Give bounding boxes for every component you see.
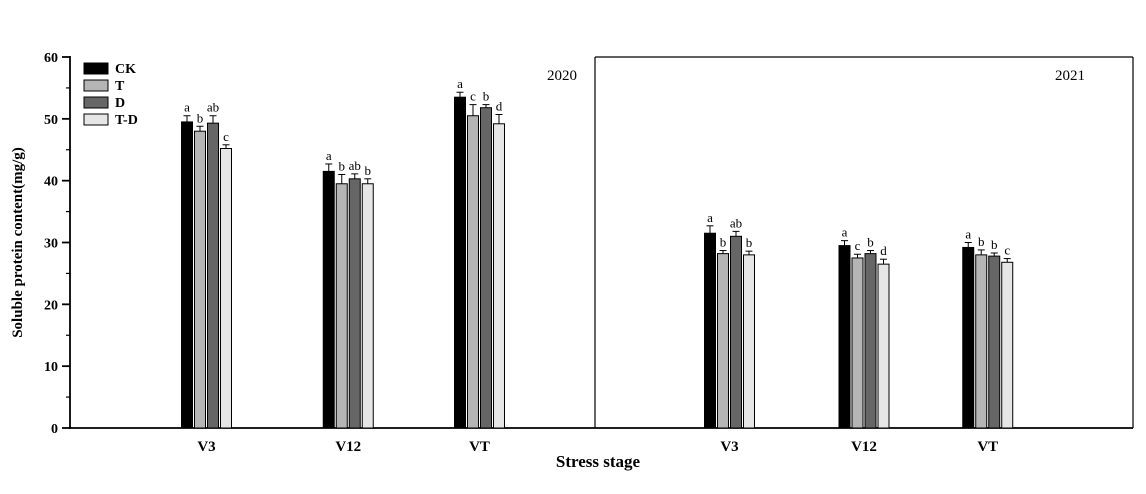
category-label-V3-2021: V3	[720, 439, 738, 455]
y-tick-label: 30	[44, 237, 58, 252]
bar-D-VT-2021	[988, 255, 1001, 429]
significance-letter: c	[1004, 243, 1010, 258]
bar-T-V12-2021	[851, 257, 864, 429]
bar-T-D-V12-2020	[361, 183, 374, 429]
legend-swatch-D	[83, 96, 109, 109]
bar-T-D-VT-2021	[1001, 261, 1014, 429]
bar-CK-V12-2021	[838, 245, 851, 429]
legend-swatch-T	[83, 79, 109, 92]
x-axis-title: Stress stage	[556, 452, 641, 471]
bar-T-V3-2021	[717, 253, 729, 429]
significance-letter: b	[746, 235, 753, 250]
significance-letter: b	[991, 237, 998, 252]
bar-CK-V12-2020	[322, 170, 335, 429]
significance-letter: a	[457, 76, 463, 91]
bar-D-V3-2020	[207, 122, 219, 429]
bar-CK-VT-2020	[454, 96, 466, 429]
bar-CK-VT-2021	[962, 246, 975, 429]
legend-swatch-T-D	[83, 113, 109, 126]
significance-letter: b	[365, 163, 372, 178]
bar-D-V3-2021	[730, 235, 742, 429]
bar-CK-V3-2020	[181, 121, 193, 429]
y-tick-label: 40	[44, 175, 58, 190]
significance-letter: a	[326, 148, 332, 163]
year-label-2020: 2020	[547, 68, 577, 84]
bar-T-D-V12-2021	[877, 263, 890, 429]
significance-letter: c	[470, 89, 476, 104]
category-label-V3-2020: V3	[197, 439, 215, 455]
significance-letter: ab	[349, 158, 361, 173]
category-label-VT-2020: VT	[469, 439, 490, 455]
y-axis-title: Soluble protein content(mg/g)	[10, 147, 26, 338]
bar-T-VT-2021	[975, 254, 988, 429]
significance-letter: a	[707, 210, 713, 225]
bar-D-V12-2021	[864, 253, 877, 429]
bar-D-V12-2020	[348, 178, 361, 429]
significance-letter: d	[496, 99, 503, 114]
bar-T-V3-2020	[194, 130, 206, 429]
bar-T-D-V3-2020	[220, 148, 232, 429]
legend-label-CK: CK	[115, 62, 136, 77]
category-label-VT-2021: VT	[977, 439, 998, 455]
y-tick-label: 60	[44, 51, 58, 66]
significance-letter: b	[483, 89, 490, 104]
bar-CK-V3-2021	[704, 232, 716, 429]
y-tick-label: 50	[44, 113, 58, 128]
bar-T-V12-2020	[335, 183, 348, 429]
significance-letter: a	[184, 100, 190, 115]
y-tick-label: 0	[51, 422, 58, 437]
legend-label-D: D	[115, 96, 125, 111]
year-label-2021: 2021	[1055, 68, 1085, 84]
significance-letter: b	[339, 158, 346, 173]
bar-D-VT-2020	[480, 107, 492, 429]
bar-T-D-VT-2020	[493, 123, 505, 429]
significance-letter: c	[855, 238, 861, 253]
y-tick-label: 20	[44, 298, 58, 313]
significance-letter: b	[197, 110, 204, 125]
significance-letter: a	[965, 227, 971, 242]
legend-label-T-D: T-D	[115, 113, 138, 128]
significance-letter: b	[978, 234, 985, 249]
category-label-V12-2021: V12	[851, 439, 877, 455]
legend-swatch-CK	[83, 62, 109, 75]
significance-letter: c	[223, 129, 229, 144]
significance-letter: b	[720, 235, 727, 250]
y-tick-label: 10	[44, 360, 58, 375]
significance-letter: d	[880, 243, 887, 258]
legend-label-T: T	[115, 79, 125, 94]
bar-T-D-V3-2021	[743, 254, 755, 429]
significance-letter: ab	[730, 215, 742, 230]
bar-T-VT-2020	[467, 115, 479, 429]
significance-letter: b	[867, 235, 874, 250]
significance-letter: ab	[207, 100, 219, 115]
significance-letter: a	[842, 225, 848, 240]
category-label-V12-2020: V12	[335, 439, 361, 455]
